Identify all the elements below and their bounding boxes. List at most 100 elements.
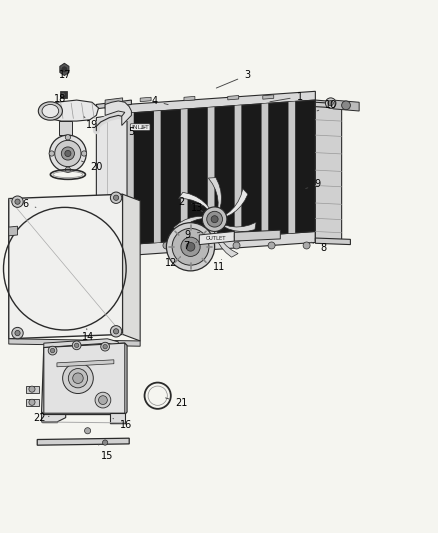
Circle shape xyxy=(268,242,275,249)
Polygon shape xyxy=(123,194,140,341)
Text: INLET: INLET xyxy=(131,125,149,130)
Text: 12: 12 xyxy=(165,257,180,268)
Polygon shape xyxy=(174,216,204,235)
Polygon shape xyxy=(315,238,350,245)
Polygon shape xyxy=(179,192,210,210)
Polygon shape xyxy=(263,95,274,99)
Polygon shape xyxy=(9,339,140,346)
Polygon shape xyxy=(57,360,114,367)
Polygon shape xyxy=(127,91,315,113)
Circle shape xyxy=(73,373,83,383)
Circle shape xyxy=(12,327,23,339)
Text: 11: 11 xyxy=(213,260,225,272)
Polygon shape xyxy=(127,113,134,245)
Circle shape xyxy=(74,343,79,348)
Circle shape xyxy=(101,342,110,351)
Text: 22: 22 xyxy=(33,414,49,424)
Polygon shape xyxy=(333,100,359,111)
Polygon shape xyxy=(60,63,69,76)
Circle shape xyxy=(29,399,35,405)
Text: 2: 2 xyxy=(179,197,202,207)
Circle shape xyxy=(65,135,71,140)
Polygon shape xyxy=(105,101,131,125)
Polygon shape xyxy=(234,230,280,241)
Polygon shape xyxy=(261,103,268,235)
Circle shape xyxy=(81,151,87,156)
Circle shape xyxy=(48,346,57,355)
Circle shape xyxy=(303,242,310,249)
Circle shape xyxy=(15,199,20,204)
Polygon shape xyxy=(37,438,129,445)
Polygon shape xyxy=(199,231,234,245)
Polygon shape xyxy=(195,226,207,259)
Circle shape xyxy=(103,344,107,349)
Circle shape xyxy=(186,243,195,251)
Circle shape xyxy=(61,147,74,160)
Text: 8: 8 xyxy=(311,242,326,253)
Text: 20: 20 xyxy=(81,161,102,172)
Polygon shape xyxy=(225,189,248,217)
Circle shape xyxy=(202,207,227,231)
Polygon shape xyxy=(214,230,238,257)
Circle shape xyxy=(328,101,333,106)
Text: 4: 4 xyxy=(151,96,168,106)
Circle shape xyxy=(211,216,218,223)
Circle shape xyxy=(65,167,71,172)
Text: 14: 14 xyxy=(81,329,94,343)
Circle shape xyxy=(15,330,20,336)
Circle shape xyxy=(207,211,223,227)
Polygon shape xyxy=(223,222,256,231)
Circle shape xyxy=(128,242,135,249)
Circle shape xyxy=(63,363,93,393)
Circle shape xyxy=(85,427,91,434)
Polygon shape xyxy=(315,102,350,109)
Circle shape xyxy=(50,349,55,353)
Text: 6: 6 xyxy=(22,199,36,209)
Circle shape xyxy=(166,223,215,271)
Polygon shape xyxy=(228,95,239,100)
Polygon shape xyxy=(154,111,161,243)
Circle shape xyxy=(49,135,86,172)
Circle shape xyxy=(68,368,88,388)
Circle shape xyxy=(61,93,65,97)
Circle shape xyxy=(62,67,67,72)
Polygon shape xyxy=(235,105,241,237)
Circle shape xyxy=(163,242,170,249)
Circle shape xyxy=(12,196,23,207)
Polygon shape xyxy=(140,97,151,102)
Text: 17: 17 xyxy=(59,70,71,79)
Polygon shape xyxy=(208,107,215,239)
Text: 9: 9 xyxy=(184,230,200,239)
Circle shape xyxy=(198,242,205,249)
Polygon shape xyxy=(105,98,123,109)
Circle shape xyxy=(65,150,71,157)
Circle shape xyxy=(95,392,111,408)
Polygon shape xyxy=(315,100,342,241)
Circle shape xyxy=(102,440,108,445)
Circle shape xyxy=(234,232,243,241)
Text: 3: 3 xyxy=(216,70,251,88)
Polygon shape xyxy=(184,96,195,101)
Polygon shape xyxy=(26,399,39,406)
Circle shape xyxy=(110,326,122,337)
Circle shape xyxy=(72,341,81,350)
Polygon shape xyxy=(181,109,187,241)
Polygon shape xyxy=(44,339,118,348)
Polygon shape xyxy=(59,121,72,135)
Text: 5: 5 xyxy=(128,127,145,136)
Text: 7: 7 xyxy=(183,241,197,251)
Circle shape xyxy=(113,195,119,200)
Circle shape xyxy=(325,98,336,108)
Circle shape xyxy=(181,237,200,256)
Circle shape xyxy=(49,151,54,156)
Polygon shape xyxy=(96,100,131,109)
Text: 10: 10 xyxy=(317,100,338,111)
Polygon shape xyxy=(96,113,127,249)
Text: 9: 9 xyxy=(306,179,321,189)
Polygon shape xyxy=(127,100,315,245)
Polygon shape xyxy=(9,194,123,339)
Polygon shape xyxy=(42,343,127,415)
Circle shape xyxy=(113,329,119,334)
Ellipse shape xyxy=(39,102,63,120)
Polygon shape xyxy=(42,100,99,121)
